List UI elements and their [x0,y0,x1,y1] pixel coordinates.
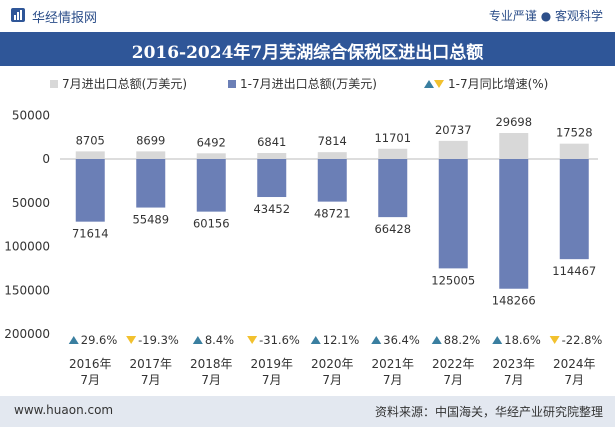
bar-monthly [257,153,287,159]
legend: 7月进出口总额(万美元) 1-7月进出口总额(万美元) 1-7月同比增速(%) [0,72,615,94]
data-label-cumulative: 60156 [193,217,230,231]
data-label-cumulative: 125005 [431,273,475,287]
bar-monthly [378,148,408,159]
x-tick-label-year: 2019年 [250,357,293,371]
x-tick-label-month: 7月 [504,373,524,387]
data-source: 资料来源：中国海关，华经产业研究院整理 [374,405,603,419]
y-tick-label: 100000 [4,240,50,254]
legend-item-monthly: 7月进出口总额(万美元) [50,75,187,92]
x-tick-label-year: 2020年 [311,357,354,371]
data-label-monthly: 29698 [495,115,532,129]
growth-label: -19.3% [138,333,179,347]
data-label-monthly: 8705 [76,133,105,147]
brand-name: 华经情报网 [32,11,98,26]
y-tick-label: 0 [42,152,50,166]
legend-swatch-monthly [50,79,58,88]
y-tick-label: 200000 [4,327,50,341]
bar-monthly [559,143,589,159]
bar-cumulative [317,159,347,202]
x-tick-label-year: 2018年 [190,357,233,371]
growth-label: -31.6% [259,333,300,347]
y-tick-label: 150000 [4,283,50,297]
data-label-cumulative: 48721 [314,207,351,221]
growth-label: 12.1% [323,333,360,347]
data-label-monthly: 17528 [556,126,593,140]
legend-up-triangle-icon [424,79,434,88]
bar-cumulative [438,159,468,269]
x-tick-label-year: 2022年 [432,357,475,371]
growth-label: 8.4% [205,333,234,347]
growth-label: 36.4% [383,333,420,347]
x-tick-label-month: 7月 [322,373,342,387]
growth-label: 18.6% [504,333,541,347]
x-tick-label-year: 2021年 [371,357,414,371]
footer: www.huaon.com 资料来源：中国海关，华经产业研究院整理 [0,396,615,427]
bar-cumulative [75,159,105,222]
growth-down-triangle-icon [247,336,258,344]
bar-cumulative [499,159,529,289]
chart-title: 2016-2024年7月芜湖综合保税区进出口总额 [131,43,484,63]
data-label-monthly: 8699 [136,133,165,147]
legend-label-cumulative: 1-7月进出口总额(万美元) [240,77,377,91]
growth-up-triangle-icon [310,336,321,344]
bar-monthly [499,133,529,159]
bar-monthly [75,151,105,159]
growth-down-triangle-icon [126,336,137,344]
growth-up-triangle-icon [492,336,503,344]
x-tick-label-year: 2017年 [129,357,172,371]
bar-monthly [136,151,166,159]
data-label-cumulative: 114467 [552,264,596,278]
growth-label: 29.6% [81,333,118,347]
data-label-monthly: 11701 [374,131,411,145]
x-tick-label-month: 7月 [201,373,221,387]
legend-label-monthly: 7月进出口总额(万美元) [62,77,187,91]
x-tick-label-year: 2016年 [69,357,112,371]
data-label-cumulative: 43452 [253,202,290,216]
legend-label-growth: 1-7月同比增速(%) [448,77,549,91]
x-tick-label-month: 7月 [141,373,161,387]
top-bar: 华经情报网 专业严谨 ● 客观科学 [0,0,615,32]
x-tick-label-month: 7月 [564,373,584,387]
x-tick-label-month: 7月 [443,373,463,387]
data-label-cumulative: 66428 [374,222,411,236]
growth-up-triangle-icon [431,336,442,344]
legend-down-triangle-icon [434,79,444,88]
y-tick-label: 50000 [12,196,50,210]
bar-monthly [438,140,468,159]
legend-item-growth: 1-7月同比增速(%) [424,75,548,92]
website-link[interactable]: www.huaon.com [14,403,114,417]
data-label-monthly: 6841 [257,135,286,149]
bar-cumulative [257,159,287,198]
growth-label: -22.8% [562,333,603,347]
legend-item-cumulative: 1-7月进出口总额(万美元) [228,75,377,92]
bar-cumulative [559,159,589,260]
bar-monthly [317,152,347,159]
x-tick-label-month: 7月 [262,373,282,387]
data-label-monthly: 6492 [197,135,226,149]
y-tick-label: 50000 [12,108,50,122]
title-bar: 2016-2024年7月芜湖综合保税区进出口总额 [0,32,615,66]
bar-cumulative [136,159,166,208]
growth-up-triangle-icon [68,336,79,344]
x-tick-label-month: 7月 [80,373,100,387]
growth-label: 88.2% [444,333,481,347]
bar-cumulative [378,159,408,218]
growth-down-triangle-icon [549,336,560,344]
x-tick-label-year: 2023年 [492,357,535,371]
growth-up-triangle-icon [192,336,203,344]
data-label-monthly: 20737 [435,123,472,137]
bar-monthly [196,153,226,159]
bar-cumulative [196,159,226,212]
data-label-monthly: 7814 [318,134,347,148]
legend-swatch-cumulative [228,79,236,88]
tagline: 专业严谨 ● 客观科学 [488,9,603,23]
x-tick-label-month: 7月 [383,373,403,387]
chart-plot: 50000 0 50000 100000 150000 200000 8705 71614 29… [4,108,603,387]
growth-up-triangle-icon [371,336,382,344]
x-tick-label-year: 2024年 [553,357,596,371]
data-label-cumulative: 55489 [132,213,169,227]
logo-icon [11,8,25,22]
data-label-cumulative: 148266 [492,294,536,308]
data-label-cumulative: 71614 [72,227,109,241]
